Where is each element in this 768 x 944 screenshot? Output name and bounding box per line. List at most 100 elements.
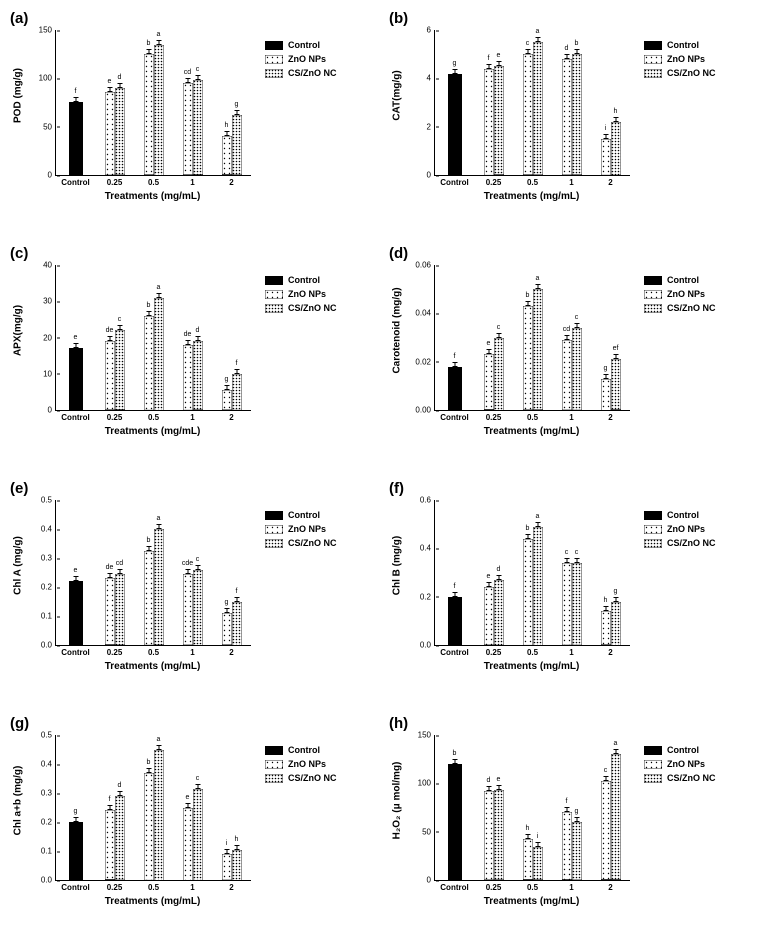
bar-zno: b bbox=[144, 54, 154, 175]
legend: ControlZnO NPsCS/ZnO NC bbox=[644, 40, 716, 82]
sig-label: g bbox=[74, 808, 78, 815]
sig-label: i bbox=[537, 833, 539, 840]
legend-swatch bbox=[644, 774, 662, 783]
legend-item: Control bbox=[265, 510, 337, 520]
bar-cs: ef bbox=[611, 359, 621, 410]
bar-zno: g bbox=[222, 613, 232, 645]
sig-label: f bbox=[454, 353, 456, 360]
error-bar bbox=[488, 582, 489, 587]
error-bar bbox=[498, 575, 499, 580]
x-tick: 2 bbox=[608, 413, 612, 422]
sig-label: cd bbox=[184, 69, 191, 76]
error-bar bbox=[187, 340, 188, 345]
y-tick: 0.00 bbox=[415, 406, 435, 415]
panel-label: (b) bbox=[389, 10, 408, 27]
bar-zno: b bbox=[523, 539, 533, 645]
error-bar bbox=[236, 369, 237, 374]
legend-item: ZnO NPs bbox=[644, 54, 716, 64]
error-bar bbox=[187, 78, 188, 83]
x-axis-label: Treatments (mg/mL) bbox=[55, 661, 250, 672]
bar-cs: c bbox=[193, 789, 203, 880]
bar-control: f bbox=[69, 102, 83, 175]
sig-label: d bbox=[497, 566, 501, 573]
y-tick: 0.0 bbox=[420, 641, 435, 650]
legend-label: Control bbox=[288, 510, 320, 520]
x-tick: 0.5 bbox=[527, 648, 538, 657]
panel-b: (b)CAT(mg/g)0246gControlfe0.25ca0.5db1ih… bbox=[389, 10, 758, 220]
panel-label: (h) bbox=[389, 715, 408, 732]
x-tick: 2 bbox=[229, 883, 233, 892]
panel-f: (f)Chl B (mg/g)0.00.20.40.6fControled0.2… bbox=[389, 480, 758, 690]
x-tick: 0.5 bbox=[148, 883, 159, 892]
sig-label: de bbox=[106, 327, 114, 334]
sig-label: h bbox=[235, 836, 239, 843]
legend-item: ZnO NPs bbox=[644, 524, 716, 534]
y-tick: 10 bbox=[43, 369, 56, 378]
sig-label: h bbox=[526, 825, 530, 832]
y-tick: 0 bbox=[48, 171, 56, 180]
x-tick: 1 bbox=[190, 648, 194, 657]
bar-zno: c bbox=[562, 563, 572, 645]
error-bar bbox=[187, 803, 188, 808]
bar-zno: h bbox=[523, 839, 533, 880]
error-bar bbox=[537, 842, 538, 847]
legend-item: CS/ZnO NC bbox=[265, 303, 337, 313]
error-bar bbox=[226, 131, 227, 136]
bar-cs: c bbox=[115, 330, 125, 410]
bar-zno: d bbox=[562, 59, 572, 175]
y-tick: 100 bbox=[418, 779, 435, 788]
error-bar bbox=[527, 49, 528, 54]
bar-zno: cd bbox=[562, 340, 572, 410]
sig-label: c bbox=[196, 66, 200, 73]
bar-cs: a bbox=[154, 529, 164, 645]
legend-swatch bbox=[644, 760, 662, 769]
panel-label: (e) bbox=[10, 480, 28, 497]
sig-label: e bbox=[74, 567, 78, 574]
legend-item: ZnO NPs bbox=[265, 524, 337, 534]
legend-item: CS/ZnO NC bbox=[265, 773, 337, 783]
legend-label: ZnO NPs bbox=[667, 524, 705, 534]
x-tick: 0.25 bbox=[486, 413, 502, 422]
legend-swatch bbox=[265, 304, 283, 313]
legend-label: Control bbox=[667, 745, 699, 755]
sig-label: c bbox=[575, 549, 579, 556]
legend-swatch bbox=[265, 746, 283, 755]
legend-swatch bbox=[644, 525, 662, 534]
bar-zno: c bbox=[523, 54, 533, 175]
bar-zno: de bbox=[105, 578, 115, 645]
bar-zno: e bbox=[484, 587, 494, 645]
y-tick: 150 bbox=[418, 731, 435, 740]
y-tick: 100 bbox=[39, 74, 56, 83]
x-axis-label: Treatments (mg/mL) bbox=[55, 896, 250, 907]
x-axis-label: Treatments (mg/mL) bbox=[55, 426, 250, 437]
bar-cs: g bbox=[611, 602, 621, 646]
x-tick: Control bbox=[61, 648, 89, 657]
legend-item: Control bbox=[265, 40, 337, 50]
y-tick: 0.3 bbox=[41, 789, 56, 798]
legend-item: ZnO NPs bbox=[644, 289, 716, 299]
bar-cs: d bbox=[115, 796, 125, 880]
sig-label: a bbox=[536, 513, 540, 520]
legend-swatch bbox=[265, 525, 283, 534]
sig-label: h bbox=[225, 122, 229, 129]
bar-cs: e bbox=[494, 66, 504, 175]
y-tick: 6 bbox=[427, 26, 435, 35]
error-bar bbox=[148, 49, 149, 54]
legend-swatch bbox=[265, 41, 283, 50]
bar-cs: f bbox=[232, 602, 242, 646]
x-tick: 0.5 bbox=[527, 178, 538, 187]
sig-label: cd bbox=[563, 326, 570, 333]
sig-label: i bbox=[226, 840, 228, 847]
legend-item: Control bbox=[265, 275, 337, 285]
x-tick: 1 bbox=[190, 883, 194, 892]
bar-zno: d bbox=[484, 791, 494, 880]
x-tick: 0.5 bbox=[527, 413, 538, 422]
sig-label: g bbox=[604, 365, 608, 372]
legend-swatch bbox=[644, 55, 662, 64]
error-bar bbox=[527, 534, 528, 539]
error-bar bbox=[488, 64, 489, 69]
error-bar bbox=[119, 569, 120, 574]
legend-label: Control bbox=[667, 40, 699, 50]
chart-area: 010203040eControldec0.25ba0.5ded1gf2 bbox=[55, 265, 251, 411]
error-bar bbox=[197, 565, 198, 570]
